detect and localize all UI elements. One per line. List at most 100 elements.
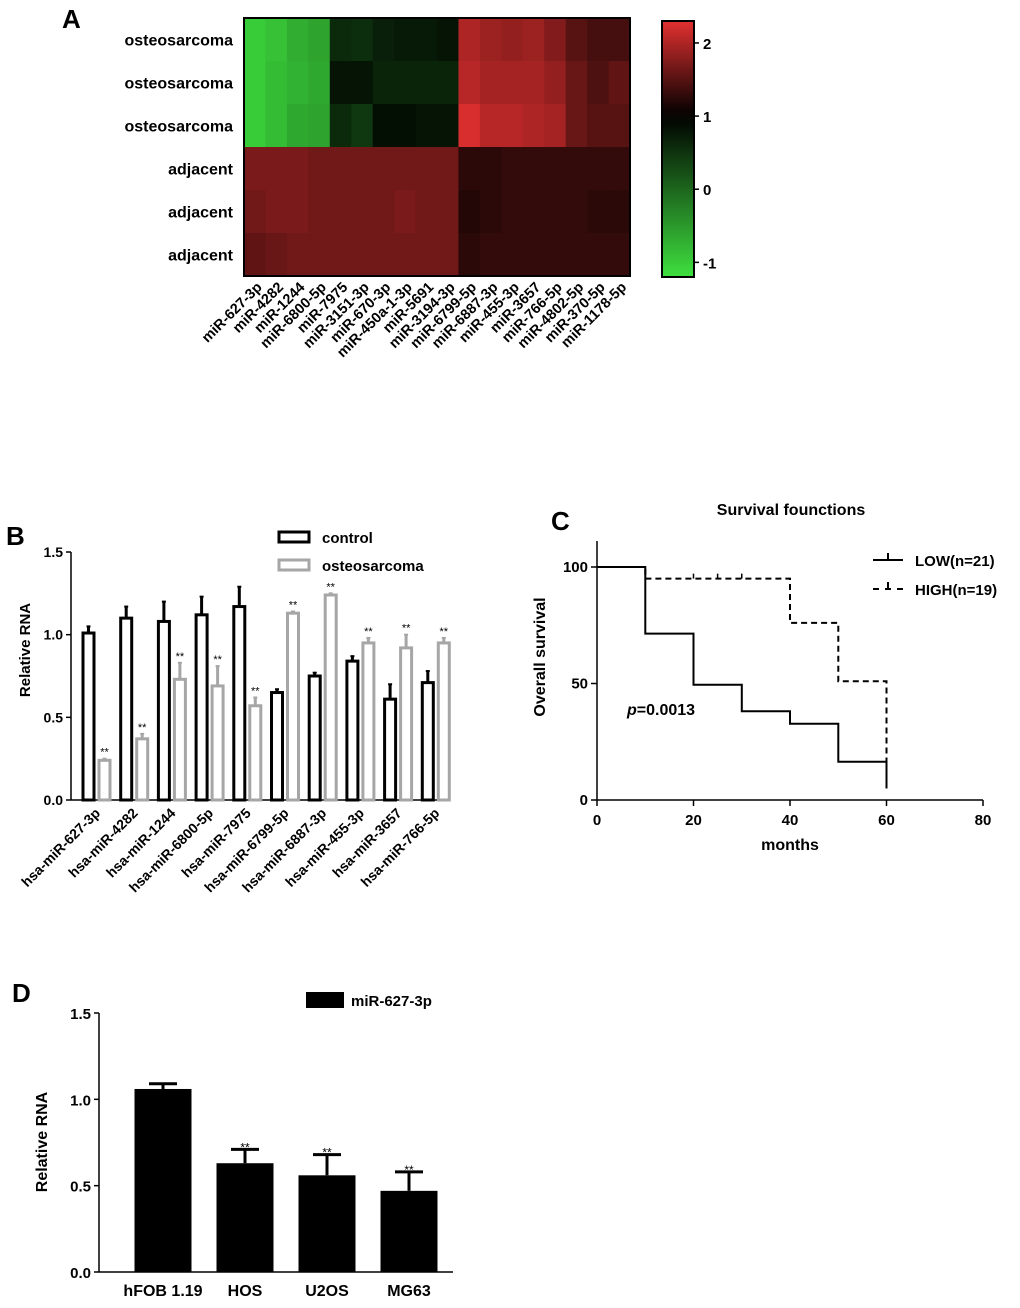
heatmap-cell (479, 61, 502, 105)
x-tick-label: 60 (878, 812, 895, 829)
heatmap-cell (244, 104, 267, 148)
heatmap-cell (587, 61, 610, 105)
heatmap-cell (265, 104, 288, 148)
heatmap-cell (308, 190, 331, 234)
bar (298, 1175, 356, 1272)
heatmap-cell (587, 233, 610, 277)
heatmap-cell (522, 104, 545, 148)
control-bar (345, 659, 360, 802)
x-tick-label: 80 (975, 812, 992, 829)
heatmap-cell (458, 18, 481, 62)
heatmap-cell (286, 61, 309, 105)
y-tick-label: 0.0 (70, 1265, 91, 1282)
significance-mark: ** (440, 626, 449, 638)
heatmap-cell (351, 61, 374, 105)
control-bar (119, 616, 134, 802)
y-tick-label: 0.0 (44, 792, 64, 808)
control-bar (270, 691, 284, 802)
significance-mark: ** (213, 654, 222, 666)
heatmap-cell (608, 61, 631, 105)
heatmap-cell (244, 18, 267, 62)
osteosarcoma-bar (323, 593, 338, 802)
osteosarcoma-bar (210, 684, 225, 802)
heatmap-row-label: adjacent (168, 205, 234, 222)
heatmap-cell (437, 104, 460, 148)
y-tick-label: 1.5 (70, 1006, 91, 1023)
heatmap-cell (394, 233, 417, 277)
osteosarcoma-bar (361, 641, 376, 802)
heatmap-cell (351, 18, 374, 62)
colorbar-tick-label: 2 (703, 36, 711, 53)
panel-label-d: D (12, 978, 31, 1008)
heatmap-cell (458, 147, 481, 191)
significance-mark: ** (138, 722, 147, 734)
heatmap-cell (244, 61, 267, 105)
heatmap-cell (415, 147, 438, 191)
heatmap-panel: osteosarcoma osteosarcoma osteosarcoma adja… (125, 17, 716, 361)
heatmap-cell (351, 233, 374, 277)
heatmap-cell (544, 61, 567, 105)
heatmap-cell (565, 190, 588, 234)
heatmap-cell (265, 147, 288, 191)
heatmap-cell (394, 61, 417, 105)
p-value: =0.0013 (637, 702, 695, 719)
x-tick-label: 20 (685, 812, 702, 829)
legend-label: osteosarcoma (322, 558, 424, 575)
significance-mark: ** (404, 1163, 414, 1177)
heatmap-cell (608, 104, 631, 148)
heatmap-cell (372, 147, 395, 191)
significance-mark: ** (100, 747, 109, 759)
significance-mark: ** (326, 581, 335, 593)
control-bar (194, 613, 209, 802)
heatmap-cell (479, 190, 502, 234)
y-axis-label: Relative RNA (17, 603, 34, 697)
y-tick-label: 1.0 (44, 627, 64, 643)
heatmap-cell (479, 104, 502, 148)
heatmap-cell (608, 18, 631, 62)
heatmap-cell (544, 190, 567, 234)
heatmap-cell (587, 190, 610, 234)
heatmap-cell (286, 104, 309, 148)
legend-swatch (277, 558, 311, 572)
osteosarcoma-bar (135, 737, 150, 802)
legend-label: HIGH(n=19) (915, 582, 997, 599)
heatmap-cell (415, 18, 438, 62)
heatmap-cell (501, 18, 524, 62)
heatmap-cell (437, 233, 460, 277)
heatmap-cell (565, 61, 588, 105)
x-tick-label: HOS (228, 1283, 263, 1300)
heatmap-cell (522, 18, 545, 62)
heatmap-cell (608, 147, 631, 191)
heatmap-border (243, 17, 631, 277)
control-bar (383, 697, 398, 802)
bar (380, 1190, 438, 1272)
p-value-annotation: p=0.0013 (626, 702, 695, 719)
control-bar (307, 674, 322, 802)
x-axis-label: months (761, 837, 819, 854)
osteosarcoma-bar (286, 611, 300, 802)
significance-mark: ** (240, 1140, 250, 1154)
heatmap-cell (329, 104, 352, 148)
heatmap-cell (522, 61, 545, 105)
heatmap-cell (308, 233, 331, 277)
heatmap-cell (286, 190, 309, 234)
survival-chart-panel: p=0.0013 Survival founctions 0 20 40 60 80 0 50… (532, 502, 997, 854)
significance-mark: ** (251, 685, 260, 697)
heatmap-cell (351, 104, 374, 148)
control-bar (232, 605, 247, 802)
legend-swatch (306, 992, 344, 1008)
heatmap-cell (544, 147, 567, 191)
control-bar (156, 619, 171, 802)
x-tick-label: 40 (782, 812, 799, 829)
heatmap-cell (544, 104, 567, 148)
legend-swatch (277, 530, 311, 544)
low-survival-line (597, 566, 888, 789)
osteosarcoma-bar (97, 758, 112, 802)
significance-mark: ** (322, 1146, 332, 1160)
heatmap-cell (437, 147, 460, 191)
heatmap-row-label: osteosarcoma (125, 119, 234, 136)
heatmap-cell (329, 190, 352, 234)
control-bar (420, 681, 435, 802)
osteosarcoma-bar (172, 677, 187, 802)
